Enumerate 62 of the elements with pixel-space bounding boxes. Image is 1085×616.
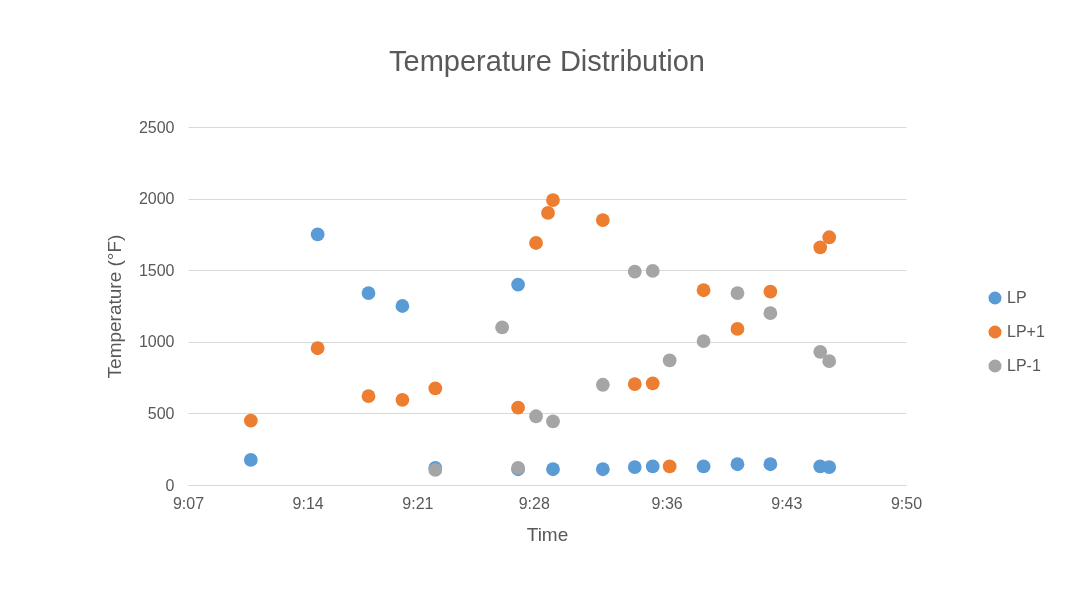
point (529, 236, 543, 250)
point (243, 453, 258, 467)
point (529, 409, 543, 424)
y-axis-title: Temperature (°F) (103, 234, 125, 379)
point (662, 459, 677, 474)
point (310, 227, 325, 242)
point (645, 459, 660, 474)
y-tick-label: 1000 (138, 333, 175, 351)
point (730, 457, 745, 472)
point (730, 286, 745, 300)
point (763, 306, 778, 321)
point (822, 354, 837, 369)
point (763, 284, 778, 299)
point (495, 320, 510, 335)
point (595, 377, 610, 392)
y-tick-label: 500 (147, 404, 175, 422)
x-tick-label: 9:28 (518, 494, 550, 512)
point (627, 264, 642, 279)
y-tick-label: 0 (165, 476, 175, 494)
x-tick-label: 9:07 (172, 494, 205, 512)
point (595, 462, 610, 477)
point (645, 376, 660, 391)
point (662, 353, 677, 368)
point (696, 459, 711, 474)
point (511, 400, 525, 415)
point (541, 206, 555, 220)
point (627, 460, 642, 474)
point (243, 413, 258, 428)
point (696, 334, 711, 348)
point (546, 414, 560, 429)
point (511, 277, 525, 292)
x-tick-label: 9:50 (890, 494, 923, 512)
x-axis-title: Time (526, 523, 569, 545)
point (730, 322, 745, 336)
point (822, 460, 837, 474)
point (395, 299, 410, 313)
point (813, 240, 828, 255)
point (428, 381, 443, 396)
x-tick-label: 9:14 (292, 494, 324, 512)
y-tick-label: 2000 (138, 190, 175, 208)
chart-title: Temperature Distribution (389, 45, 705, 77)
x-tick-label: 9:43 (771, 494, 803, 512)
x-tick-label: 9:21 (402, 494, 434, 512)
point (822, 230, 837, 245)
x-tick-label: 9:36 (651, 494, 683, 512)
point (696, 283, 711, 298)
point (395, 392, 410, 407)
point (813, 344, 828, 359)
legend-label: LP-1 (1007, 357, 1041, 374)
point (595, 213, 610, 227)
point (627, 377, 642, 391)
point (546, 193, 560, 207)
point (361, 286, 376, 300)
point (310, 341, 325, 356)
legend-label: LP+1 (1007, 323, 1045, 340)
point (645, 264, 660, 278)
point (763, 457, 778, 472)
legend-label: LP (1007, 289, 1027, 306)
point (546, 462, 560, 477)
point (361, 389, 376, 404)
y-tick-label: 2500 (138, 118, 175, 136)
y-tick-label: 1500 (138, 261, 175, 279)
